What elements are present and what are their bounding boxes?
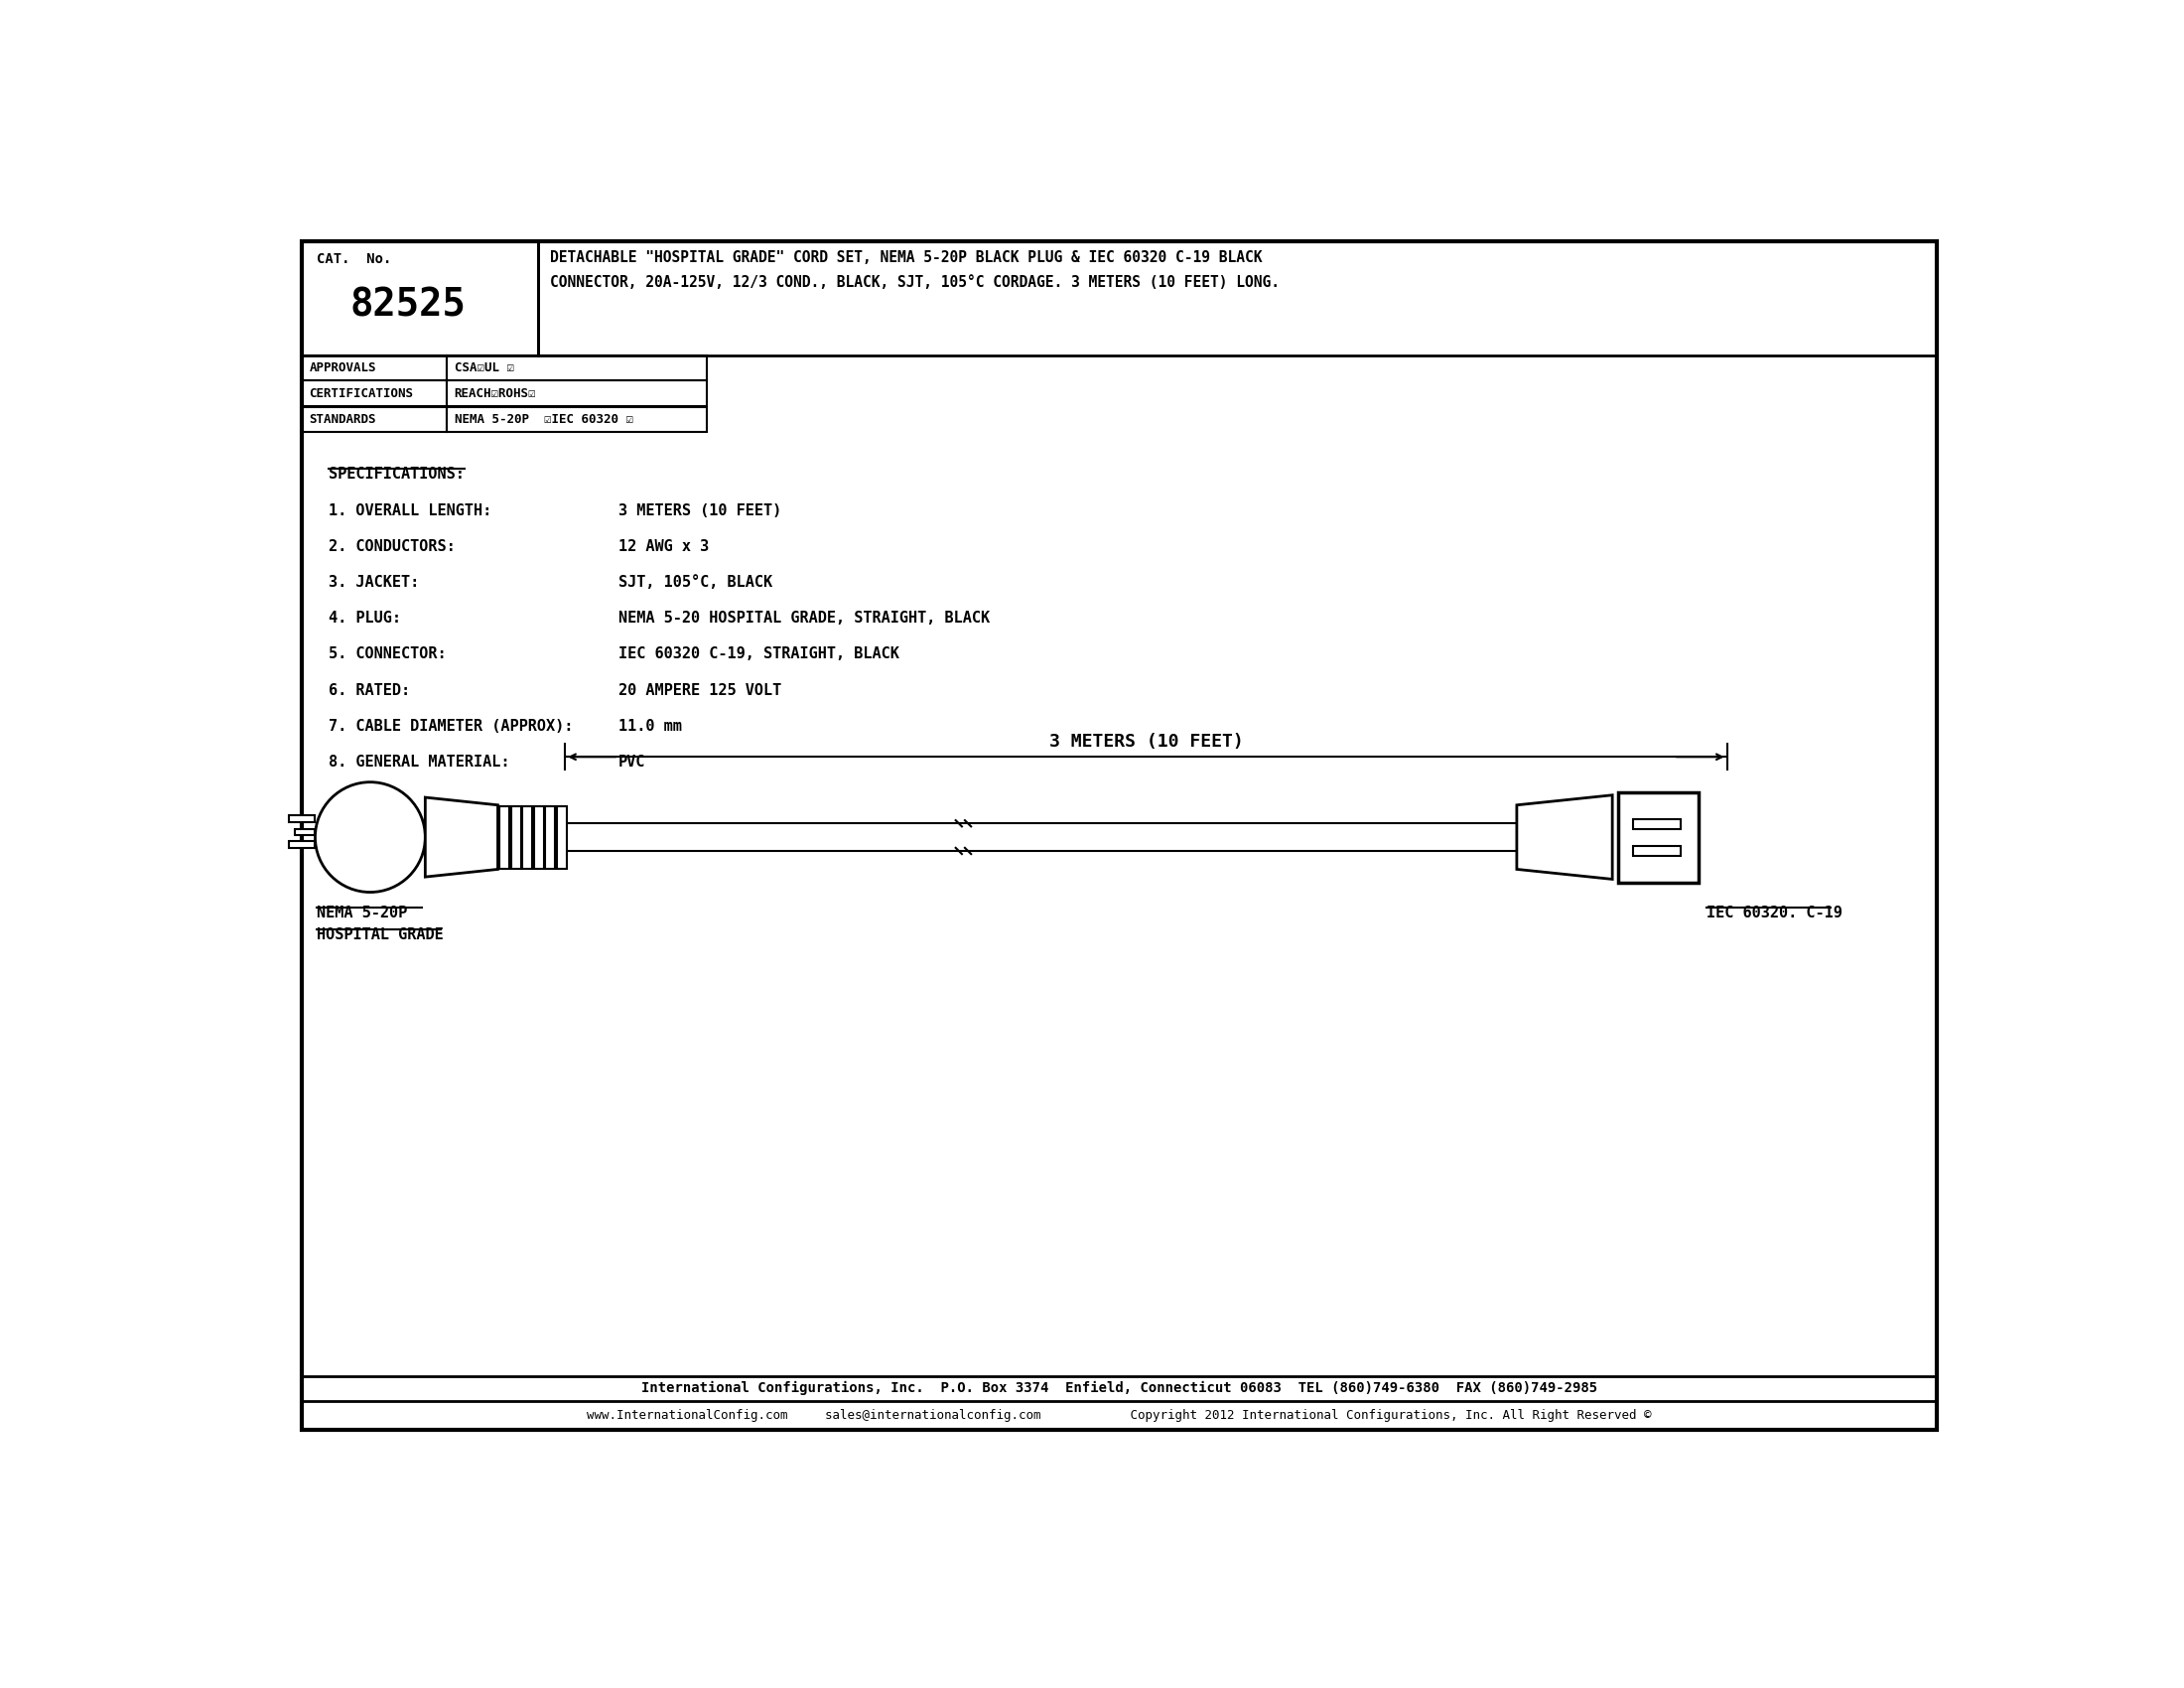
Text: 4. PLUG:: 4. PLUG: xyxy=(328,611,400,626)
Polygon shape xyxy=(1516,795,1612,879)
Text: International Configurations, Inc.  P.O. Box 3374  Enfield, Connecticut 06083  T: International Configurations, Inc. P.O. … xyxy=(642,1381,1597,1396)
Text: NEMA 5-20 HOSPITAL GRADE, STRAIGHT, BLACK: NEMA 5-20 HOSPITAL GRADE, STRAIGHT, BLAC… xyxy=(618,611,989,626)
Text: 1. OVERALL LENGTH:: 1. OVERALL LENGTH: xyxy=(328,503,491,518)
Text: 3 METERS (10 FEET): 3 METERS (10 FEET) xyxy=(618,503,782,518)
Bar xyxy=(1538,805,1546,869)
Text: HOSPITAL GRADE: HOSPITAL GRADE xyxy=(317,927,443,942)
Bar xyxy=(446,407,708,432)
Text: 20 AMPERE 125 VOLT: 20 AMPERE 125 VOLT xyxy=(618,682,782,697)
Text: SPECIFICATIONS:: SPECIFICATIONS: xyxy=(328,466,463,481)
Bar xyxy=(1527,805,1538,869)
Bar xyxy=(295,829,314,836)
Text: 6. RATED:: 6. RATED: xyxy=(328,682,411,697)
Text: NEMA 5-20P: NEMA 5-20P xyxy=(317,906,406,922)
Bar xyxy=(1559,805,1568,869)
Bar xyxy=(500,805,509,869)
Bar xyxy=(446,381,708,405)
Text: 8. GENERAL MATERIAL:: 8. GENERAL MATERIAL: xyxy=(328,755,509,770)
Text: CONNECTOR, 20A-125V, 12/3 COND., BLACK, SJT, 105°C CORDAGE. 3 METERS (10 FEET) L: CONNECTOR, 20A-125V, 12/3 COND., BLACK, … xyxy=(550,275,1280,290)
Bar xyxy=(349,856,365,861)
Bar xyxy=(1516,805,1527,869)
Text: SJT, 105°C, BLACK: SJT, 105°C, BLACK xyxy=(618,576,773,589)
Text: APPROVALS: APPROVALS xyxy=(310,361,376,375)
Circle shape xyxy=(314,782,426,893)
Bar xyxy=(1618,792,1699,883)
Bar xyxy=(537,241,1937,356)
Text: 12 AWG x 3: 12 AWG x 3 xyxy=(618,538,710,554)
Bar xyxy=(301,381,448,405)
Text: 2. CONDUCTORS:: 2. CONDUCTORS: xyxy=(328,538,454,554)
Bar xyxy=(301,356,448,381)
Text: STANDARDS: STANDARDS xyxy=(310,414,376,425)
Text: 11.0 mm: 11.0 mm xyxy=(618,719,681,734)
Text: 3. JACKET:: 3. JACKET: xyxy=(328,576,419,589)
Bar xyxy=(557,805,566,869)
Bar xyxy=(522,805,533,869)
Bar xyxy=(1548,805,1557,869)
Bar xyxy=(546,805,555,869)
Bar xyxy=(288,841,314,847)
Text: CSA☑UL ☑: CSA☑UL ☑ xyxy=(454,361,513,375)
Bar xyxy=(301,407,448,432)
Polygon shape xyxy=(426,797,498,876)
Text: CERTIFICATIONS: CERTIFICATIONS xyxy=(310,387,413,400)
Text: 7. CABLE DIAMETER (APPROX):: 7. CABLE DIAMETER (APPROX): xyxy=(328,719,572,734)
Text: PVC: PVC xyxy=(618,755,646,770)
Text: 82525: 82525 xyxy=(349,287,467,324)
Bar xyxy=(1634,820,1679,829)
Text: NEMA 5-20P  ☑IEC 60320 ☑: NEMA 5-20P ☑IEC 60320 ☑ xyxy=(454,414,633,425)
Bar xyxy=(511,805,520,869)
Text: 3 METERS (10 FEET): 3 METERS (10 FEET) xyxy=(1048,733,1243,751)
Bar xyxy=(349,812,356,829)
Bar xyxy=(533,805,544,869)
Text: DETACHABLE "HOSPITAL GRADE" CORD SET, NEMA 5-20P BLACK PLUG & IEC 60320 C-19 BLA: DETACHABLE "HOSPITAL GRADE" CORD SET, NE… xyxy=(550,250,1262,265)
Text: IEC 60320. C-19: IEC 60320. C-19 xyxy=(1706,906,1843,922)
Text: REACH☑ROHS☑: REACH☑ROHS☑ xyxy=(454,387,537,400)
Text: IEC 60320 C-19, STRAIGHT, BLACK: IEC 60320 C-19, STRAIGHT, BLACK xyxy=(618,647,900,662)
Text: www.InternationalConfig.com     sales@internationalconfig.com            Copyrig: www.InternationalConfig.com sales@intern… xyxy=(587,1409,1651,1421)
Bar xyxy=(446,356,708,381)
Bar xyxy=(301,241,539,356)
Bar xyxy=(288,815,314,822)
Bar xyxy=(1634,846,1679,856)
Text: CAT.  No.: CAT. No. xyxy=(317,252,391,267)
Text: 5. CONNECTOR:: 5. CONNECTOR: xyxy=(328,647,446,662)
